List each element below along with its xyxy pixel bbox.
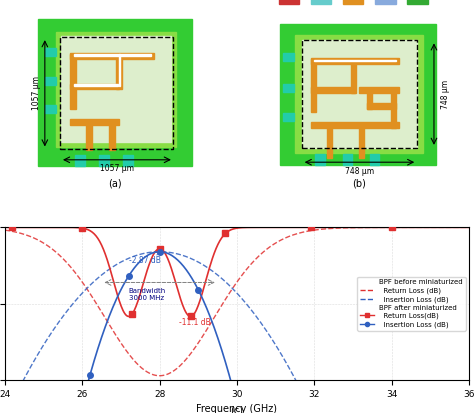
Bar bbox=[116, 54, 122, 89]
Bar bbox=[74, 85, 118, 86]
Bar bbox=[294, 35, 423, 153]
Bar bbox=[280, 24, 436, 165]
Bar bbox=[45, 48, 56, 57]
Bar bbox=[283, 112, 294, 121]
Bar bbox=[407, 0, 428, 5]
Bar bbox=[374, 0, 395, 5]
Bar bbox=[61, 36, 172, 142]
Bar bbox=[118, 54, 120, 86]
Bar bbox=[123, 155, 133, 166]
Bar bbox=[71, 119, 118, 125]
Bar bbox=[315, 154, 325, 165]
Bar bbox=[310, 0, 331, 5]
Bar bbox=[71, 53, 154, 59]
Bar bbox=[109, 121, 115, 150]
Bar bbox=[370, 154, 380, 165]
Bar bbox=[302, 40, 417, 148]
Bar bbox=[314, 60, 395, 61]
Bar bbox=[310, 58, 399, 64]
Bar bbox=[343, 154, 352, 165]
Bar bbox=[283, 53, 294, 61]
Text: 748 μm: 748 μm bbox=[441, 80, 450, 109]
Bar bbox=[310, 59, 316, 112]
Bar bbox=[367, 103, 395, 109]
Bar bbox=[45, 104, 56, 112]
Bar bbox=[359, 126, 364, 158]
Text: (b): (b) bbox=[352, 179, 365, 189]
Bar bbox=[391, 88, 396, 128]
Bar bbox=[310, 123, 399, 128]
Bar bbox=[100, 155, 109, 166]
Bar bbox=[343, 0, 364, 5]
Bar bbox=[351, 59, 356, 93]
Bar bbox=[359, 87, 399, 93]
Bar bbox=[56, 32, 176, 147]
Bar bbox=[327, 126, 332, 158]
Text: 748 μm: 748 μm bbox=[345, 166, 374, 176]
Bar bbox=[302, 40, 417, 148]
Bar bbox=[367, 88, 372, 109]
X-axis label: Frequency (GHz): Frequency (GHz) bbox=[197, 404, 277, 413]
Legend: BPF before miniaturized,   Return Loss (dB),   Insertion Loss (dB), BPF after mi: BPF before miniaturized, Return Loss (dB… bbox=[357, 277, 466, 331]
Text: 1057 μm: 1057 μm bbox=[100, 164, 134, 173]
Bar bbox=[74, 54, 151, 56]
Text: -2.87 dB: -2.87 dB bbox=[128, 252, 161, 265]
Bar bbox=[75, 155, 85, 166]
Text: -11.1 dB: -11.1 dB bbox=[179, 318, 210, 327]
Bar bbox=[279, 0, 300, 5]
Bar bbox=[60, 37, 173, 150]
Bar bbox=[45, 77, 56, 85]
Bar bbox=[86, 121, 92, 150]
Bar bbox=[71, 54, 76, 109]
Bar bbox=[71, 84, 118, 89]
Text: Bandwidth
3000 MHz: Bandwidth 3000 MHz bbox=[128, 287, 166, 301]
Bar bbox=[283, 84, 294, 92]
Text: (c): (c) bbox=[230, 406, 244, 413]
Text: (a): (a) bbox=[109, 179, 122, 189]
Bar bbox=[310, 87, 356, 93]
Text: 1057 μm: 1057 μm bbox=[32, 76, 41, 109]
